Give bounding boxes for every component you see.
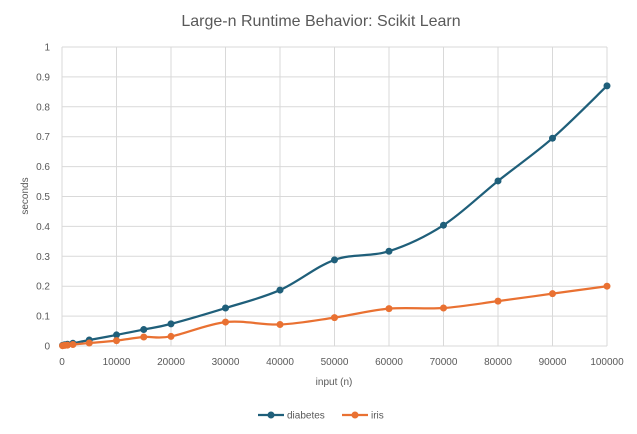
gridlines [61,46,608,347]
diabetes-point [440,221,447,229]
legend-swatch-marker [267,411,275,419]
y-axis-title: seconds [20,177,31,214]
iris-point [603,282,611,290]
y-tick-label: 0.7 [36,132,50,143]
legend-swatch-marker [351,411,359,419]
y-tick-label: 0.5 [36,192,50,203]
y-tick-label: 1 [44,43,50,54]
iris-point [140,333,148,341]
diabetes-point [494,177,502,185]
chart-title: Large-n Runtime Behavior: Scikit Learn [181,13,460,30]
series-layer [59,82,611,350]
iris-point [331,314,338,322]
y-tick-label: 0 [44,342,50,353]
y-tick-label: 0.3 [36,252,50,263]
iris-point [63,341,71,349]
iris-point [276,320,284,328]
iris-point [222,318,229,326]
x-tick-label: 50000 [321,357,349,368]
diabetes-point [549,134,556,142]
iris-point [167,332,175,340]
x-axis-title: input (n) [316,377,353,388]
legend: diabetes iris [258,411,384,422]
diabetes-point [222,304,229,312]
x-tick-label: 80000 [484,357,512,368]
diabetes-point [385,247,393,255]
x-tick-label: 30000 [212,357,240,368]
iris-point [549,290,556,298]
x-tick-label: 90000 [539,357,567,368]
x-tick-label: 100000 [590,357,624,368]
y-tick-label: 0.1 [36,312,50,323]
y-tick-label: 0.9 [36,72,50,83]
y-tick-label: 0.6 [36,162,50,173]
diabetes-point [603,82,611,90]
iris-point [113,337,120,345]
x-tick-label: 40000 [266,357,294,368]
y-tick-label: 0.2 [36,282,50,293]
diabetes-point [140,326,148,334]
diabetes-point [331,256,338,264]
legend-label: diabetes [287,411,325,422]
x-tick-label: 0 [59,357,65,368]
y-tick-label: 0.8 [36,102,50,113]
x-tick-label: 70000 [430,357,458,368]
iris-point [85,339,93,347]
iris-point [440,304,447,312]
iris-point [69,341,77,349]
diabetes-point [167,320,175,328]
y-axis-ticks: 0 0.1 0.2 0.3 0.4 0.5 0.6 0.7 0.8 0.9 1 [36,43,50,353]
x-tick-label: 10000 [103,357,131,368]
iris-point [385,305,393,313]
x-tick-label: 60000 [375,357,403,368]
series-iris [59,282,611,350]
x-axis-ticks: 0 10000 20000 30000 40000 50000 60000 70000 8000… [59,357,624,368]
legend-item-diabetes: diabetes [258,411,325,422]
legend-label: iris [371,411,384,422]
legend-item-iris: iris [342,411,384,422]
diabetes-point [113,331,120,339]
diabetes-point [276,286,284,294]
x-tick-label: 20000 [157,357,185,368]
y-tick-label: 0.4 [36,222,50,233]
iris-point [494,297,502,305]
